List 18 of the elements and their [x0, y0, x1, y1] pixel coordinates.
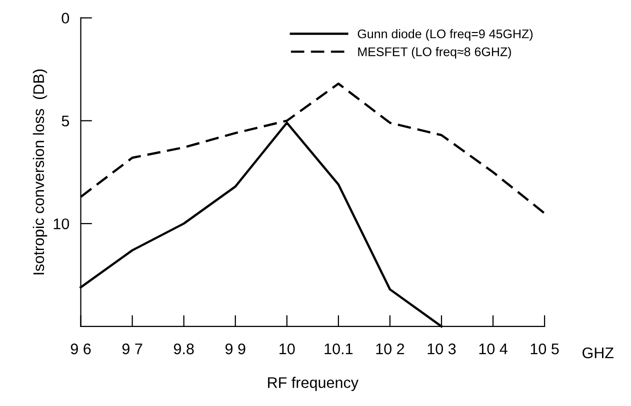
x-tick-label: 9 6: [70, 343, 91, 354]
legend-label: MESFET (LO freq≈8 6GHZ): [358, 47, 511, 59]
x-tick-label: 9 7: [122, 343, 142, 354]
x-tick-label: 10 5: [530, 343, 559, 354]
text: GHZ: [582, 347, 614, 358]
x-tick-label: 10 4: [479, 343, 508, 354]
x-tick-label: 9 9: [225, 343, 246, 354]
x-tick-label: 10.1: [324, 343, 353, 354]
x-tick-label: 10 2: [376, 343, 404, 354]
x-axis-title: RF frequency: [268, 376, 358, 392]
y-axis-title: Isotropic conversion loss (DB): [32, 70, 48, 274]
x-tick-label: 9.8: [174, 343, 194, 354]
x-tick-label: 10: [280, 343, 295, 354]
legend-label: Gunn diode (LO freq=9 45GHZ): [358, 29, 533, 41]
y-tick-label: 5: [62, 116, 70, 126]
y-tick-label: 10: [54, 218, 70, 230]
y-tick-label: 0: [62, 12, 70, 24]
x-tick-label: 10 3: [428, 343, 456, 354]
